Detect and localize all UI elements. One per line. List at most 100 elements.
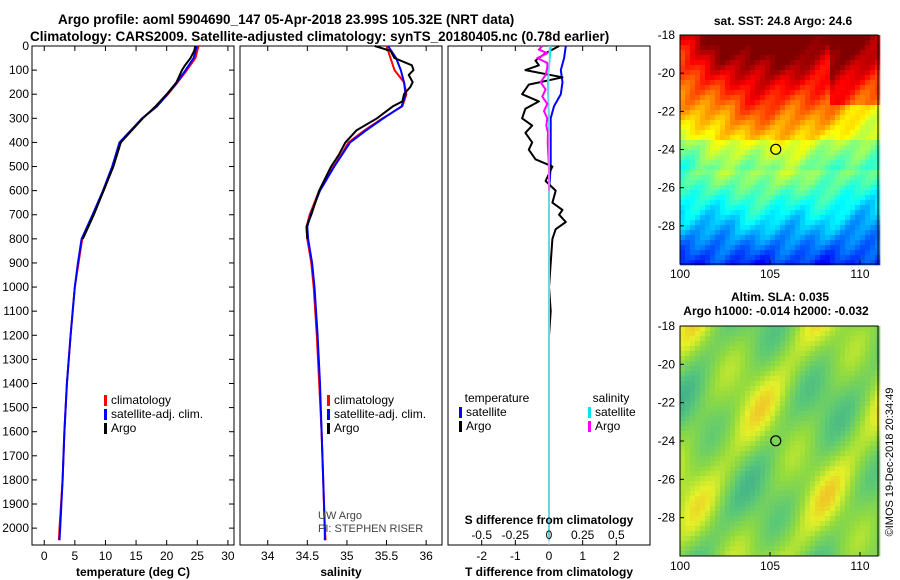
- sst_map-cell: [750, 115, 756, 121]
- sst_map-cell: [770, 170, 776, 176]
- sla_map-cell: [695, 486, 701, 492]
- sla_map-cell: [720, 366, 726, 372]
- sst_map-cell: [865, 200, 871, 206]
- sst_map-cell: [845, 100, 851, 106]
- sla_map-cell: [815, 481, 821, 487]
- sla_map-cell: [845, 521, 851, 527]
- sst_map-cell: [730, 95, 736, 101]
- sst_map-cell: [795, 65, 801, 71]
- sla_map-cell: [840, 391, 846, 397]
- sst_map-cell: [810, 115, 816, 121]
- sst_map-cell: [850, 240, 856, 246]
- sla_map-cell: [695, 506, 701, 512]
- sst_map-cell: [825, 235, 831, 241]
- sst_map-cell: [820, 160, 826, 166]
- sst_map-cell: [700, 255, 706, 261]
- sst_map-cell: [815, 45, 821, 51]
- sst_map-cell: [810, 85, 816, 91]
- sla_map-cell: [815, 396, 821, 402]
- sla_map-cell: [810, 541, 816, 547]
- sst_map-cell: [680, 155, 686, 161]
- sla_map-cell: [730, 326, 736, 332]
- sst_map-cell: [825, 45, 831, 51]
- sst_map-cell: [765, 235, 771, 241]
- sst_map-cell: [775, 45, 781, 51]
- sst_map-cell: [745, 170, 751, 176]
- sst_map-cell: [840, 90, 846, 96]
- sst_map-cell: [700, 145, 706, 151]
- sla_map-cell: [805, 411, 811, 417]
- sst_map-cell: [840, 45, 846, 51]
- sla_map-cell: [790, 531, 796, 537]
- sst_map-cell: [695, 40, 701, 46]
- sla_map-cell: [845, 481, 851, 487]
- sst_map-cell: [825, 130, 831, 136]
- sla_map-cell: [765, 416, 771, 422]
- sla_map-cell: [785, 546, 791, 552]
- sla_map-cell: [720, 506, 726, 512]
- sla_map-cell: [845, 361, 851, 367]
- sst_map-cell: [770, 210, 776, 216]
- sst_map-cell: [805, 195, 811, 201]
- sla_map-cell: [685, 456, 691, 462]
- sla_map-cell: [855, 391, 861, 397]
- sla_map-cell: [730, 421, 736, 427]
- sla_map-cell: [720, 446, 726, 452]
- sla_map-cell: [755, 371, 761, 377]
- sst_map-cell: [830, 60, 836, 66]
- sla_map-cell: [840, 451, 846, 457]
- sst_map-cell: [725, 95, 731, 101]
- sla_map-cell: [740, 336, 746, 342]
- sst_map-cell: [830, 235, 836, 241]
- sst_map-cell: [810, 90, 816, 96]
- sla_map-cell: [780, 541, 786, 547]
- sla_map-cell: [800, 531, 806, 537]
- sla_map-cell: [710, 406, 716, 412]
- sla_map-cell: [755, 396, 761, 402]
- sla_map-cell: [845, 456, 851, 462]
- sst_map-cell: [760, 225, 766, 231]
- sla_map-cell: [740, 471, 746, 477]
- sla_map-cell: [810, 381, 816, 387]
- sla_map-cell: [685, 541, 691, 547]
- sst_map-cell: [700, 185, 706, 191]
- sla_map-cell: [715, 521, 721, 527]
- sla_map-cell: [860, 501, 866, 507]
- sst_map-cell: [695, 205, 701, 211]
- sla_map-cell: [755, 536, 761, 542]
- sla_map-cell: [775, 331, 781, 337]
- sla_map-cell: [705, 491, 711, 497]
- sst_map-cell: [695, 55, 701, 61]
- sla_map-cell: [700, 341, 706, 347]
- sla_map-cell: [790, 441, 796, 447]
- sla_map-cell: [775, 496, 781, 502]
- sla_map-cell: [765, 356, 771, 362]
- sst_map-cell: [710, 35, 716, 41]
- sst_map-cell: [815, 260, 821, 266]
- sla_map-cell: [810, 331, 816, 337]
- sla_map-cell: [715, 496, 721, 502]
- sst_map-cell: [710, 90, 716, 96]
- sst_map-cell: [690, 220, 696, 226]
- sst_map-cell: [770, 55, 776, 61]
- sst_map-cell: [730, 155, 736, 161]
- sst_map-cell: [685, 150, 691, 156]
- sst_map-cell: [780, 260, 786, 266]
- sla_map-cell: [690, 411, 696, 417]
- sla_map-cell: [820, 471, 826, 477]
- sla_map-cell: [745, 381, 751, 387]
- sla_map-cell: [780, 426, 786, 432]
- sla_map-cell: [715, 386, 721, 392]
- sst_map-cell: [820, 90, 826, 96]
- sla_map-cell: [850, 326, 856, 332]
- sla_map-cell: [720, 396, 726, 402]
- sst_map-cell: [860, 190, 866, 196]
- sla_map-cell: [780, 441, 786, 447]
- sst_map-cell: [685, 225, 691, 231]
- sst_map-cell: [820, 70, 826, 76]
- sst_map-cell: [850, 195, 856, 201]
- sst_map-cell: [705, 120, 711, 126]
- sla_map-cell: [845, 346, 851, 352]
- sla_map-cell: [700, 521, 706, 527]
- sst_map-cell: [780, 215, 786, 221]
